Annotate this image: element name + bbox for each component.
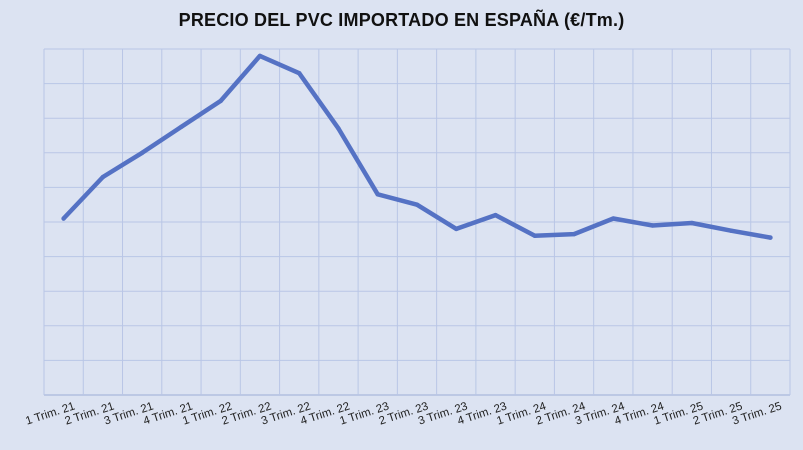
data-point bbox=[571, 231, 577, 237]
data-point bbox=[414, 202, 420, 207]
chart-title: PRECIO DEL PVC IMPORTADO EN ESPAÑA (€/Tm… bbox=[178, 10, 625, 30]
data-point bbox=[611, 216, 616, 221]
data-point bbox=[218, 98, 223, 104]
data-point bbox=[532, 233, 537, 239]
data-point bbox=[493, 212, 498, 218]
grid bbox=[43, 48, 791, 396]
data-point bbox=[179, 124, 184, 130]
data-point bbox=[454, 226, 459, 232]
data-point bbox=[375, 192, 380, 197]
data-point bbox=[336, 126, 341, 131]
data-point bbox=[61, 216, 66, 221]
data-point bbox=[100, 174, 106, 180]
data-point bbox=[139, 150, 145, 155]
x-axis-labels: 1 Trim. 212 Trim. 213 Trim. 214 Trim. 21… bbox=[24, 400, 783, 427]
data-point bbox=[689, 220, 695, 226]
data-point bbox=[257, 53, 263, 59]
data-point bbox=[297, 71, 302, 76]
data-point bbox=[768, 235, 773, 240]
data-point bbox=[650, 223, 655, 228]
data-point bbox=[728, 228, 734, 233]
series-group bbox=[61, 53, 773, 240]
